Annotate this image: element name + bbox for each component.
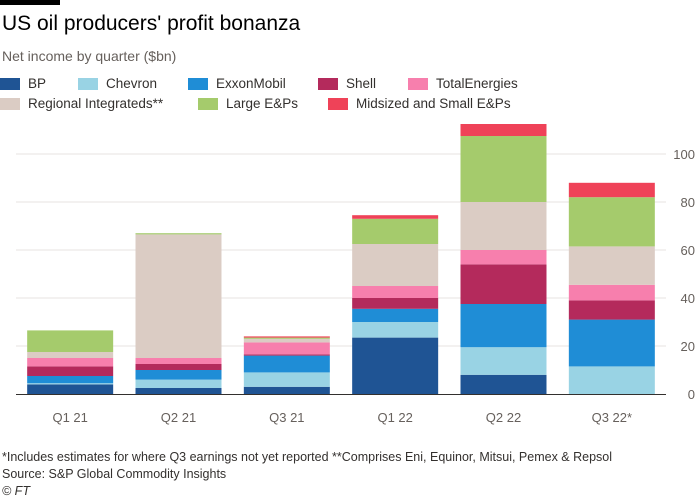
bar-segment-totalenergies bbox=[352, 286, 439, 298]
credit: © FT bbox=[2, 484, 30, 498]
bar-segment-chevron bbox=[352, 322, 439, 338]
bar-segment-totalenergies bbox=[243, 342, 330, 355]
bar-segment-exxonmobil bbox=[27, 376, 114, 384]
chart-title: US oil producers' profit bonanza bbox=[2, 12, 301, 35]
bar-segment-regional-integrateds bbox=[135, 234, 222, 358]
bar-segment-large-e-ps bbox=[460, 136, 547, 202]
legend-label: ExxonMobil bbox=[216, 76, 286, 91]
source-note: Source: S&P Global Commodity Insights bbox=[2, 467, 227, 481]
legend-swatch bbox=[0, 97, 20, 110]
bar-segment-totalenergies bbox=[460, 250, 547, 265]
y-tick-label: 20 bbox=[681, 339, 695, 354]
legend-item-chevron: Chevron bbox=[78, 76, 157, 91]
bar-segment-totalenergies bbox=[568, 284, 655, 301]
legend-item-exxonmobil: ExxonMobil bbox=[188, 76, 286, 91]
bar-segment-regional-integrateds bbox=[460, 202, 547, 250]
bar-segment-shell bbox=[27, 366, 114, 376]
legend-swatch bbox=[0, 77, 20, 90]
bar-segment-midsized-and-small-e-ps bbox=[568, 182, 655, 198]
bar-segment-bp bbox=[460, 374, 547, 394]
legend-label: Chevron bbox=[106, 76, 158, 91]
x-tick-label: Q3 22* bbox=[592, 410, 632, 425]
legend-swatch bbox=[328, 97, 348, 110]
bar-segment-chevron bbox=[27, 383, 114, 385]
legend-item-totalenergies: TotalEnergies bbox=[408, 76, 518, 91]
bar-segment-bp bbox=[243, 386, 330, 394]
x-tick-label: Q1 21 bbox=[52, 410, 87, 425]
bar-segment-large-e-ps bbox=[352, 218, 439, 244]
x-tick-label: Q3 21 bbox=[269, 410, 304, 425]
footnote: *Includes estimates for where Q3 earning… bbox=[2, 450, 613, 464]
x-tick-label: Q2 22 bbox=[486, 410, 521, 425]
legend-swatch bbox=[198, 97, 218, 110]
bar-segment-bp bbox=[352, 337, 439, 394]
bar-segment-large-e-ps bbox=[27, 330, 114, 352]
bar-segment-regional-integrateds bbox=[243, 338, 330, 343]
bar-segment-chevron bbox=[568, 366, 655, 394]
stacked-bar-chart: 0 20 40 60 80 100 Q1 21 Q2 21 Q3 21 Q1 22 Q2 22 Q3 … bbox=[16, 124, 695, 425]
bar-segment-chevron bbox=[460, 347, 547, 375]
y-tick-label: 0 bbox=[688, 387, 695, 402]
y-tick-label: 60 bbox=[681, 243, 695, 258]
legend-item-regional-integrateds: Regional Integrateds** bbox=[0, 96, 163, 111]
bar-segment-midsized-and-small-e-ps bbox=[352, 215, 439, 219]
bar-segment-exxonmobil bbox=[243, 355, 330, 373]
brand-bar bbox=[0, 0, 60, 5]
bar-segment-bp bbox=[27, 384, 114, 394]
bar-segment-large-e-ps bbox=[243, 337, 330, 339]
legend-item-shell: Shell bbox=[318, 76, 376, 91]
bar-segment-totalenergies bbox=[27, 358, 114, 367]
bar-segment-shell bbox=[460, 264, 547, 304]
legend-swatch bbox=[318, 77, 338, 90]
y-tick-label: 100 bbox=[673, 147, 695, 162]
bar-segment-regional-integrateds bbox=[27, 352, 114, 358]
legend: BP Chevron ExxonMobil Shell TotalEnergies Reg… bbox=[0, 76, 700, 120]
legend-label: Regional Integrateds** bbox=[28, 96, 164, 111]
legend-item-large-e-ps: Large E&Ps bbox=[198, 96, 298, 111]
x-tick-label: Q1 22 bbox=[377, 410, 412, 425]
bar-segment-exxonmobil bbox=[568, 319, 655, 367]
bar-segment-exxonmobil bbox=[352, 308, 439, 322]
legend-label: TotalEnergies bbox=[436, 76, 518, 91]
bar-segment-shell bbox=[568, 300, 655, 320]
x-tick-label: Q2 21 bbox=[161, 410, 196, 425]
bar-segment-midsized-and-small-e-ps bbox=[243, 336, 330, 338]
bar-segment-regional-integrateds bbox=[568, 246, 655, 285]
bar-segment-exxonmobil bbox=[135, 370, 222, 380]
bar-segment-large-e-ps bbox=[568, 197, 655, 247]
bar-segment-chevron bbox=[135, 379, 222, 388]
bar-segment-shell bbox=[243, 354, 330, 356]
bar-segment-totalenergies bbox=[135, 358, 222, 364]
chart-subtitle: Net income by quarter ($bn) bbox=[2, 48, 177, 64]
bar-segment-large-e-ps bbox=[135, 233, 222, 235]
bar-segment-exxonmobil bbox=[460, 304, 547, 348]
legend-swatch bbox=[78, 77, 98, 90]
legend-label: Large E&Ps bbox=[226, 96, 299, 111]
legend-swatch bbox=[408, 77, 428, 90]
legend-item-midsized-and-small-e-ps: Midsized and Small E&Ps bbox=[328, 96, 511, 111]
bar-segment-shell bbox=[352, 298, 439, 309]
bar-segment-regional-integrateds bbox=[352, 244, 439, 286]
bar-segment-midsized-and-small-e-ps bbox=[460, 124, 547, 136]
legend-item-bp: BP bbox=[0, 76, 46, 91]
legend-label: Shell bbox=[346, 76, 377, 91]
bar-segment-shell bbox=[135, 364, 222, 370]
legend-label: Midsized and Small E&Ps bbox=[356, 96, 511, 111]
y-tick-label: 40 bbox=[681, 291, 695, 306]
bar-segment-bp bbox=[135, 388, 222, 394]
y-tick-label: 80 bbox=[681, 195, 695, 210]
legend-label: BP bbox=[28, 76, 47, 91]
legend-swatch bbox=[188, 77, 208, 90]
bar-segment-chevron bbox=[243, 372, 330, 387]
